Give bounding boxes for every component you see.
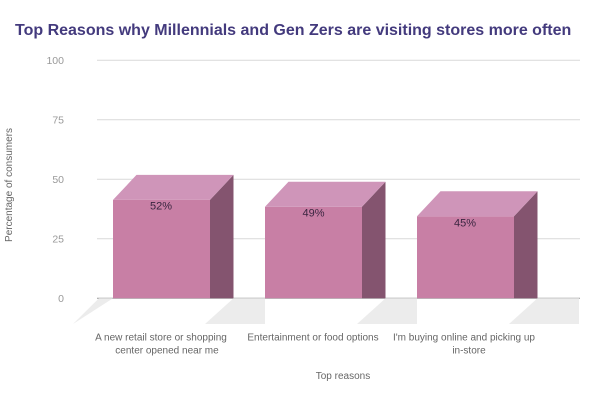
svg-text:50: 50: [52, 174, 64, 186]
svg-text:25: 25: [52, 234, 64, 246]
svg-text:Entertainment or food options: Entertainment or food options: [247, 333, 378, 344]
svg-text:center opened near me: center opened near me: [115, 346, 219, 357]
svg-text:in-store: in-store: [452, 346, 486, 357]
svg-text:45%: 45%: [454, 218, 476, 230]
svg-text:0: 0: [58, 293, 64, 305]
svg-text:I'm buying online and picking: I'm buying online and picking up: [393, 333, 535, 344]
svg-text:49%: 49%: [302, 208, 324, 220]
svg-text:100: 100: [46, 55, 64, 67]
svg-text:A new retail store or shopping: A new retail store or shopping: [95, 333, 227, 344]
svg-text:Top reasons: Top reasons: [316, 371, 370, 382]
svg-text:52%: 52%: [150, 201, 172, 213]
svg-text:Percentage of consumers: Percentage of consumers: [4, 128, 15, 242]
svg-text:75: 75: [52, 115, 64, 127]
